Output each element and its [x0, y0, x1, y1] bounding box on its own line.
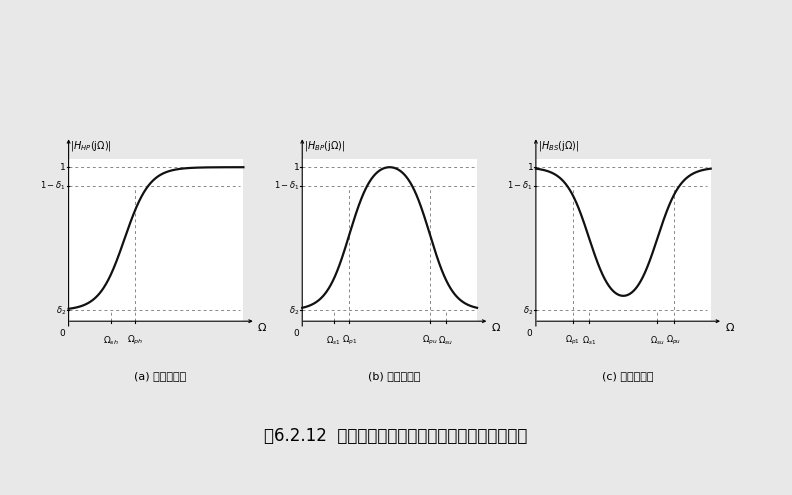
- Bar: [303, 159, 477, 321]
- Text: $\Omega_{p1}$: $\Omega_{p1}$: [342, 334, 357, 347]
- Bar: [536, 159, 710, 321]
- Text: $\delta_2$: $\delta_2$: [289, 304, 299, 317]
- Text: $\Omega$: $\Omega$: [725, 321, 735, 333]
- Text: 0: 0: [293, 329, 299, 338]
- Text: $\Omega_{sh}$: $\Omega_{sh}$: [103, 334, 119, 347]
- Text: $\Omega_{s1}$: $\Omega_{s1}$: [326, 334, 341, 347]
- Text: $\Omega$: $\Omega$: [257, 321, 268, 333]
- Text: 1: 1: [294, 163, 299, 172]
- Text: $\Omega_{su}$: $\Omega_{su}$: [650, 334, 664, 347]
- Text: $|H_{BP}(\mathrm{j}\Omega)|$: $|H_{BP}(\mathrm{j}\Omega)|$: [304, 140, 345, 153]
- Text: $\delta_2$: $\delta_2$: [523, 304, 533, 317]
- Text: 图6.2.12  各种滤波器幅频特性曲线及边界频率示意图: 图6.2.12 各种滤波器幅频特性曲线及边界频率示意图: [265, 427, 527, 445]
- Text: 1: 1: [527, 163, 533, 172]
- Text: 0: 0: [59, 329, 65, 338]
- Text: $\Omega_{pu}$: $\Omega_{pu}$: [666, 334, 682, 347]
- Text: $\delta_2$: $\delta_2$: [55, 304, 66, 317]
- Text: (a) 高通滤波器: (a) 高通滤波器: [135, 371, 186, 381]
- Text: 1: 1: [60, 163, 66, 172]
- Bar: [69, 159, 243, 321]
- Text: $|H_{BS}(\mathrm{j}\Omega)|$: $|H_{BS}(\mathrm{j}\Omega)|$: [538, 140, 579, 153]
- Text: $\Omega$: $\Omega$: [491, 321, 501, 333]
- Text: $\Omega_{ph}$: $\Omega_{ph}$: [127, 334, 143, 347]
- Text: (c) 带阻滤波器: (c) 带阻滤波器: [602, 371, 653, 381]
- Text: $1-\delta_1$: $1-\delta_1$: [40, 179, 66, 192]
- Text: $1-\delta_1$: $1-\delta_1$: [274, 179, 299, 192]
- Text: $\Omega_{pu}$: $\Omega_{pu}$: [422, 334, 438, 347]
- Text: $|H_{HP}(\mathrm{j}\Omega)|$: $|H_{HP}(\mathrm{j}\Omega)|$: [70, 140, 112, 153]
- Text: (b) 带通滤波器: (b) 带通滤波器: [367, 371, 421, 381]
- Text: $1-\delta_1$: $1-\delta_1$: [508, 179, 533, 192]
- Text: $\Omega_{su}$: $\Omega_{su}$: [438, 334, 453, 347]
- Text: $\Omega_{p1}$: $\Omega_{p1}$: [565, 334, 580, 347]
- Text: 0: 0: [527, 329, 532, 338]
- Text: $\Omega_{s1}$: $\Omega_{s1}$: [582, 334, 596, 347]
